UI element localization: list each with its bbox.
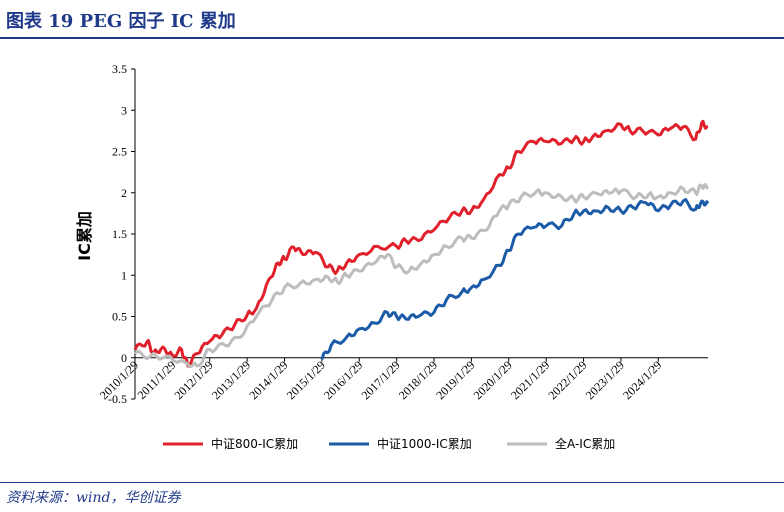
x-tick-label: 2019/1/29 — [433, 358, 477, 402]
chart-legend: 中证800-IC累加 中证1000-IC累加 全A-IC累加 — [163, 436, 615, 451]
x-tick-label: 2022/1/29 — [545, 358, 589, 402]
figure-title: 图表 19 PEG 因子 IC 累加 — [6, 11, 236, 32]
x-tick-label: 2023/1/29 — [583, 358, 627, 402]
y-axis-label: IC累加 — [75, 211, 94, 261]
series-line-3 — [134, 183, 710, 369]
x-tick-label: 2013/1/29 — [209, 358, 253, 402]
x-tick-labels: 2010/1/292011/1/292012/1/292013/1/292014… — [97, 358, 665, 402]
chart-series — [133, 119, 710, 369]
x-tick-label: 2016/1/29 — [321, 358, 365, 402]
y-tick-label: -0.5 — [108, 392, 127, 406]
x-tick-label: 2017/1/29 — [358, 358, 402, 402]
x-tick-label: 2015/1/29 — [284, 358, 328, 402]
y-tick-label: 1 — [121, 268, 127, 282]
y-tick-label: 1.5 — [112, 227, 127, 241]
legend-label-1: 中证800-IC累加 — [211, 436, 298, 451]
x-tick-label: 2024/1/29 — [620, 358, 664, 402]
figure-header: 图表 19 PEG 因子 IC 累加 — [0, 0, 784, 38]
header-rule — [0, 37, 784, 39]
y-tick-labels: -0.5 0 0.5 1 1.5 2 2.5 3 3.5 — [108, 62, 127, 406]
source-note: 资料来源：wind，华创证券 — [6, 490, 181, 506]
x-tick-label: 2021/1/29 — [508, 358, 552, 402]
chart: -0.5 0 0.5 1 1.5 2 2.5 3 3.5 2010/1/292011/1/292… — [75, 62, 710, 451]
x-tick-label: 2011/1/29 — [134, 358, 178, 402]
y-tick-label: 2 — [121, 186, 127, 200]
chart-axes — [131, 68, 708, 400]
series-line-1 — [133, 119, 709, 368]
y-tick-label: 0 — [121, 351, 127, 365]
legend-label-2: 中证1000-IC累加 — [377, 436, 472, 451]
series-line-2 — [320, 198, 710, 360]
y-tick-label: 2.5 — [112, 145, 127, 159]
footer-rule — [0, 482, 784, 483]
x-tick-label: 2018/1/29 — [396, 358, 440, 402]
y-tick-label: 3.5 — [112, 62, 127, 76]
x-tick-label: 2014/1/29 — [246, 358, 290, 402]
y-tick-label: 3 — [121, 103, 127, 117]
legend-label-3: 全A-IC累加 — [555, 436, 615, 451]
y-tick-label: 0.5 — [112, 310, 127, 324]
x-tick-label: 2020/1/29 — [471, 358, 515, 402]
